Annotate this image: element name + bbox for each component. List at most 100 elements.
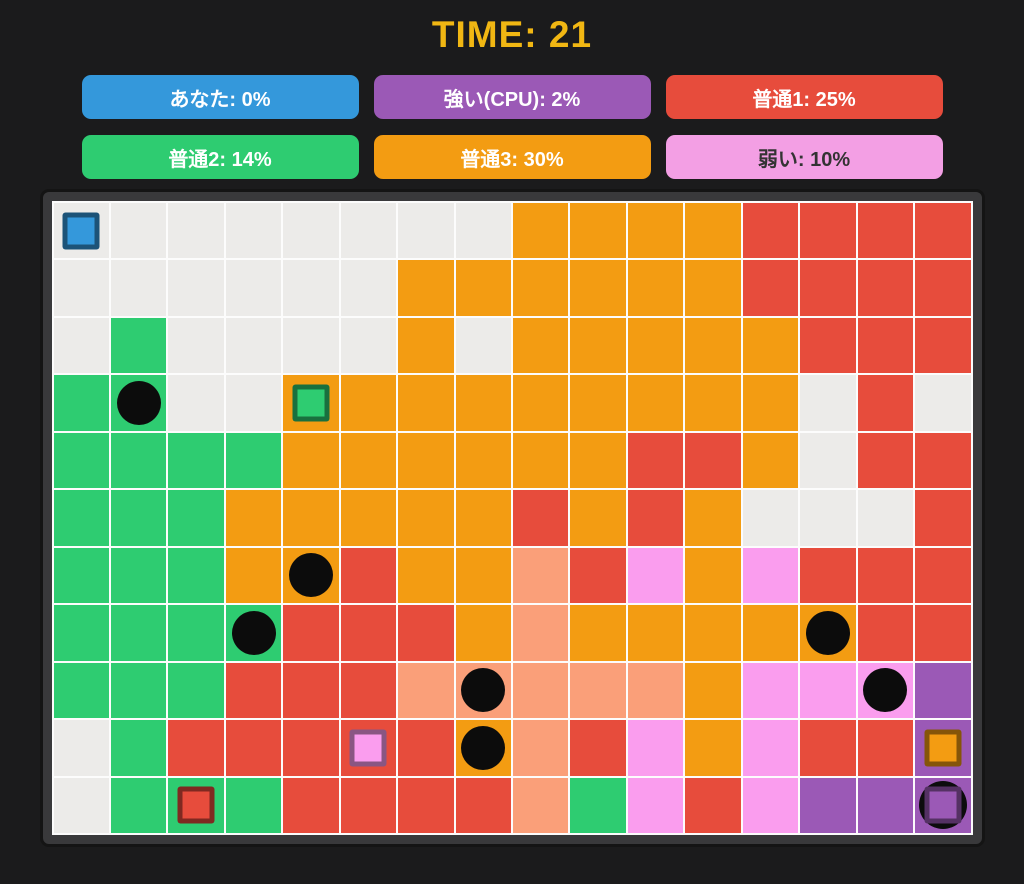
grid-cell: [627, 203, 684, 259]
grid-cell: [685, 777, 741, 833]
grid-cell: [800, 203, 856, 259]
grid-cell: [685, 720, 741, 776]
bomb-icon: [288, 553, 333, 598]
grid-cell: [398, 375, 454, 431]
grid-cell: [513, 605, 569, 661]
score-badge-normal3: 普通3: 30%: [373, 135, 651, 179]
grid-cell: [513, 720, 569, 776]
grid-cell: [627, 260, 684, 316]
grid-cell: [455, 777, 511, 833]
grid-cell: [513, 777, 569, 833]
bomb-icon: [863, 668, 908, 713]
grid-cell: [800, 432, 856, 489]
grid-cell: [800, 260, 856, 316]
grid-cell: [800, 490, 856, 546]
grid-cell: [685, 375, 741, 431]
grid-cell: [742, 605, 799, 661]
grid-cell: [627, 375, 684, 431]
grid-cell: [455, 720, 511, 776]
grid-cell: [340, 317, 397, 374]
grid-cell: [685, 547, 741, 604]
grid-cell: [570, 203, 626, 259]
grid-cell: [283, 662, 339, 719]
grid-cell: [800, 375, 856, 431]
grid-cell: [53, 605, 109, 661]
grid-cell: [570, 547, 626, 604]
grid-cell: [570, 662, 626, 719]
grid-cell: [857, 547, 914, 604]
grid-cell: [168, 490, 224, 546]
grid-cell: [53, 720, 109, 776]
grid-cell: [110, 317, 167, 374]
bomb-icon: [116, 381, 161, 426]
grid-cell: [168, 432, 224, 489]
score-badge-normal1: 普通1: 25%: [665, 75, 943, 119]
grid-cell: [627, 317, 684, 374]
grid-cell: [742, 432, 799, 489]
grid-cell: [513, 317, 569, 374]
score-badge-normal2: 普通2: 14%: [81, 135, 359, 179]
grid-cell: [110, 260, 167, 316]
grid-cell: [398, 317, 454, 374]
grid-cell: [168, 547, 224, 604]
bomb-icon: [231, 610, 276, 655]
grid-cell: [513, 260, 569, 316]
grid-cell: [915, 547, 971, 604]
grid-cell: [742, 547, 799, 604]
grid-cell: [53, 777, 109, 833]
grid-cell: [570, 777, 626, 833]
grid-cell: [627, 490, 684, 546]
grid-cell: [857, 375, 914, 431]
game-board[interactable]: [42, 192, 982, 844]
grid-cell: [800, 720, 856, 776]
grid-cell: [915, 777, 971, 833]
grid-cell: [627, 662, 684, 719]
grid-cell: [53, 375, 109, 431]
grid-cell: [570, 375, 626, 431]
grid-cell: [685, 605, 741, 661]
grid-cell: [570, 605, 626, 661]
grid-cell: [455, 605, 511, 661]
grid-cell: [398, 662, 454, 719]
grid-cell: [800, 317, 856, 374]
grid-cell: [915, 432, 971, 489]
grid-cell: [857, 605, 914, 661]
grid-cell: [283, 432, 339, 489]
player-head-normal3: [924, 729, 962, 767]
grid-cell: [455, 662, 511, 719]
grid-cell: [53, 203, 109, 259]
grid-cell: [340, 777, 397, 833]
grid-cell: [857, 260, 914, 316]
grid-cell: [915, 317, 971, 374]
grid-cell: [53, 547, 109, 604]
grid-cell: [110, 203, 167, 259]
grid-cell: [283, 490, 339, 546]
grid-cell: [857, 432, 914, 489]
score-badge-cpu-strong: 強い(CPU): 2%: [373, 75, 651, 119]
grid-cell: [225, 662, 282, 719]
grid-cell: [627, 720, 684, 776]
grid-cell: [627, 432, 684, 489]
grid-cell: [225, 547, 282, 604]
grid-cell: [168, 662, 224, 719]
grid-cell: [283, 317, 339, 374]
grid-cell: [857, 203, 914, 259]
grid-cell: [340, 375, 397, 431]
grid-cell: [340, 605, 397, 661]
grid-cell: [398, 260, 454, 316]
grid-cell: [570, 490, 626, 546]
grid-cell: [225, 720, 282, 776]
grid-cell: [915, 260, 971, 316]
grid-cell: [225, 260, 282, 316]
grid-cell: [570, 317, 626, 374]
grid-cell: [455, 375, 511, 431]
grid-cell: [455, 432, 511, 489]
player-head-you: [62, 212, 100, 250]
grid-cell: [455, 260, 511, 316]
grid-cell: [283, 777, 339, 833]
grid-cell: [570, 432, 626, 489]
grid-cell: [915, 662, 971, 719]
grid-cell: [685, 203, 741, 259]
grid-cell: [513, 662, 569, 719]
grid-cell: [800, 547, 856, 604]
